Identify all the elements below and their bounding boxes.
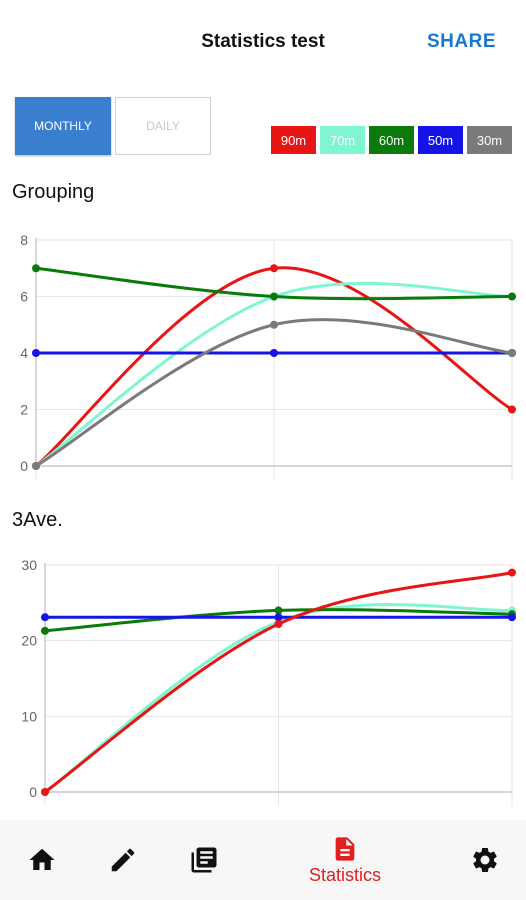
nav-statistics-label: Statistics xyxy=(308,864,382,885)
average-chart: 0 10 20 30 xyxy=(21,557,516,806)
data-point-50m xyxy=(41,613,49,622)
average-section-title: 3Ave. xyxy=(12,509,63,531)
grouping-section-title: Grouping xyxy=(12,181,95,203)
home-icon xyxy=(29,848,55,870)
y-tick-label: 0 xyxy=(20,458,28,474)
y-tick-label: 2 xyxy=(20,402,28,418)
y-tick-label: 8 xyxy=(20,232,28,248)
grouping-chart: 0 2 4 6 8 xyxy=(20,232,516,480)
data-point-30m xyxy=(270,320,278,329)
data-point-90m xyxy=(508,405,516,414)
nav-statistics[interactable]: Statistics xyxy=(290,820,400,900)
data-point-60m xyxy=(41,626,49,635)
data-point-90m xyxy=(270,264,278,273)
y-tick-label: 6 xyxy=(20,289,28,305)
data-point-50m xyxy=(274,613,283,622)
y-tick-label: 0 xyxy=(29,784,37,800)
data-point-90m xyxy=(274,620,283,629)
data-point-60m xyxy=(508,292,516,301)
data-point-50m xyxy=(270,349,278,357)
pencil-icon xyxy=(111,848,135,872)
data-point-30m xyxy=(508,349,516,357)
tab-monthly[interactable]: MONTHLY xyxy=(15,97,111,155)
data-point-60m xyxy=(32,264,40,273)
legend-chip-50m[interactable]: 50m xyxy=(418,126,463,154)
data-point-30m xyxy=(32,462,40,470)
data-point-50m xyxy=(32,349,40,357)
share-button[interactable]: SHARE xyxy=(426,31,496,52)
data-point-50m xyxy=(508,613,516,622)
nav-edit[interactable] xyxy=(103,820,143,900)
legend-chip-90m[interactable]: 90m xyxy=(271,126,316,154)
document-icon xyxy=(335,836,355,861)
legend-chip-70m[interactable]: 70m xyxy=(320,126,365,154)
y-tick-label: 10 xyxy=(21,708,37,724)
gear-icon xyxy=(473,847,497,872)
y-tick-label: 4 xyxy=(20,345,28,361)
library-icon xyxy=(191,847,217,873)
y-tick-label: 20 xyxy=(21,633,37,649)
data-point-90m xyxy=(508,568,516,577)
data-point-90m xyxy=(41,788,49,796)
legend-chip-30m[interactable]: 30m xyxy=(467,126,512,154)
tab-daily[interactable]: DAILY xyxy=(115,97,211,155)
page-title: Statistics test xyxy=(201,31,325,52)
data-point-60m xyxy=(274,606,283,615)
y-tick-label: 30 xyxy=(21,557,37,573)
series-legend: 90m 70m 60m 50m 30m xyxy=(271,126,512,154)
legend-chip-60m[interactable]: 60m xyxy=(369,126,414,154)
nav-home[interactable] xyxy=(22,820,62,900)
data-point-60m xyxy=(270,292,278,301)
app-header: Statistics test SHARE xyxy=(0,0,526,84)
nav-library[interactable] xyxy=(184,820,224,900)
nav-settings[interactable] xyxy=(465,820,505,900)
bottom-navigation: Statistics xyxy=(0,820,526,900)
